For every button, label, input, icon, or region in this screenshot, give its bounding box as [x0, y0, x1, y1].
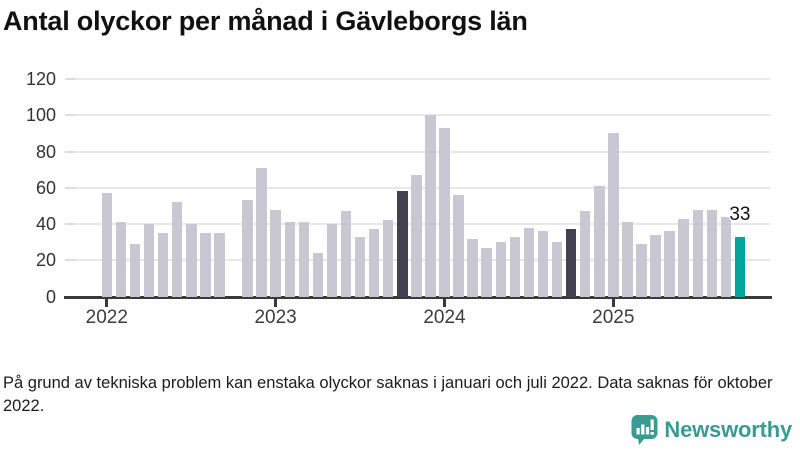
- y-axis-tick-60: [65, 186, 75, 189]
- bar-2024-08: [537, 231, 549, 298]
- bar-2022-01: [101, 193, 112, 297]
- gridline-y-80: [68, 150, 770, 153]
- x-axis-label-2024: 2024: [423, 307, 466, 328]
- bar-2022-04: [143, 224, 155, 297]
- bar-2022-02: [115, 222, 127, 297]
- y-axis-tick-120: [65, 78, 75, 80]
- x-axis-label-2023: 2023: [254, 307, 297, 328]
- bar-2022-03: [129, 243, 141, 297]
- bar-2022-11: [242, 200, 253, 297]
- bar-2024-04: [481, 247, 492, 297]
- newsworthy-wordmark: Newsworthy: [664, 416, 792, 442]
- x-axis-tick-2024: [443, 299, 446, 307]
- bar-2022-08: [200, 233, 211, 297]
- y-axis-label-100: 100: [25, 105, 56, 126]
- gridline-y-100: [68, 114, 770, 117]
- bar-2025-07: [692, 209, 703, 297]
- newsworthy-chart-bubble-icon: [631, 415, 658, 445]
- bar-2023-05: [326, 224, 338, 297]
- bar-2023-07: [354, 236, 366, 297]
- bar-2023-04: [312, 253, 324, 297]
- bar-2023-01: [270, 209, 281, 297]
- latest-value-label: 33: [729, 203, 751, 225]
- x-axis-label-2025: 2025: [592, 307, 635, 328]
- bar-2023-09: [382, 220, 394, 297]
- bar-2025-08: [706, 209, 718, 297]
- bar-2024-12: [594, 185, 605, 297]
- x-axis-tick-2025: [611, 299, 615, 307]
- x-axis-label-2022: 2022: [85, 307, 128, 328]
- bar-2025-02: [622, 222, 633, 297]
- x-axis-tick-2022: [105, 299, 109, 307]
- bar-2024-05: [495, 242, 506, 297]
- newsworthy-logo[interactable]: Newsworthy: [630, 414, 792, 445]
- bar-2023-03: [298, 222, 309, 297]
- y-axis-tick-40: [65, 223, 75, 225]
- bar-2023-08: [368, 229, 380, 297]
- y-axis-tick-20: [65, 259, 75, 262]
- bar-2022-12: [256, 167, 267, 297]
- bar-2022-07: [186, 224, 197, 297]
- x-axis-line: [64, 296, 772, 299]
- bar-2023-02: [284, 222, 295, 297]
- bar-2024-02: [453, 195, 464, 297]
- gridline-y-120: [68, 78, 770, 80]
- y-axis-label-20: 20: [35, 250, 56, 271]
- bar-2025-06: [678, 218, 689, 297]
- bar-2024-10: [565, 229, 577, 297]
- bar-2025-04: [650, 234, 661, 297]
- bar-2024-06: [509, 236, 521, 297]
- bar-2024-03: [467, 238, 478, 297]
- bar-2023-12: [425, 115, 436, 298]
- bar-2024-01: [439, 127, 450, 297]
- y-axis-tick-100: [65, 114, 75, 117]
- y-axis-label-120: 120: [25, 69, 56, 89]
- y-axis-tick-80: [65, 150, 75, 153]
- y-axis-label-80: 80: [35, 141, 56, 162]
- bar-2025-03: [636, 243, 647, 297]
- chart-title: Antal olyckor per månad i Gävleborgs län: [3, 6, 528, 36]
- bar-2025-10: [734, 236, 746, 297]
- x-axis-tick-2023: [274, 299, 278, 307]
- bar-2024-09: [551, 242, 563, 297]
- y-axis-label-40: 40: [35, 214, 56, 234]
- bar-2025-01: [608, 133, 619, 297]
- bar-2024-07: [523, 227, 535, 297]
- bar-2025-05: [664, 231, 675, 298]
- bar-2023-06: [340, 211, 352, 297]
- bar-2024-11: [579, 211, 591, 297]
- y-axis-label-0: 0: [45, 286, 56, 307]
- bar-2023-10: [397, 191, 408, 297]
- bar-2025-09: [720, 216, 732, 298]
- bar-2022-09: [214, 233, 225, 297]
- bar-2023-11: [411, 175, 422, 297]
- y-axis-label-60: 60: [35, 177, 56, 198]
- bar-2022-06: [171, 202, 183, 298]
- bar-2022-05: [157, 233, 169, 297]
- footnote: På grund av tekniska problem kan enstaka…: [3, 374, 773, 416]
- plot-area: 0 20 40 60 80 100 120 33 2022 2023 2024 2025: [25, 69, 772, 328]
